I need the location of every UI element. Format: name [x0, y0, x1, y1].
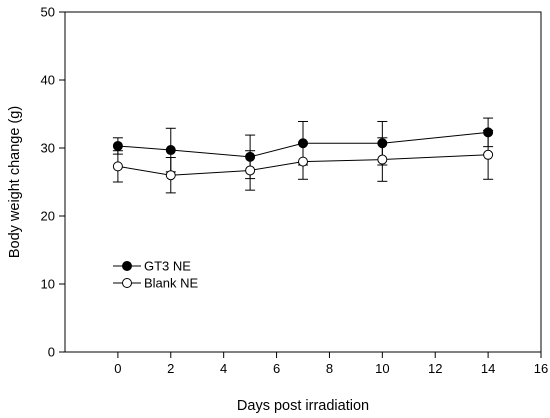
data-point — [298, 138, 308, 149]
plot-frame — [64, 11, 542, 353]
y-axis-title: Body weight change (g) — [7, 106, 23, 258]
data-point — [245, 165, 256, 176]
legend-label: GT3 NE — [144, 259, 191, 274]
data-point — [112, 161, 123, 172]
legend-label: Blank NE — [144, 276, 199, 291]
series-1-markers — [112, 149, 494, 181]
y-tick-label: 30 — [41, 141, 55, 156]
x-tick-label: 12 — [428, 361, 442, 376]
data-point — [483, 127, 494, 138]
data-point — [377, 154, 388, 165]
x-axis-title: Days post irradiation — [237, 398, 369, 414]
legend-marker — [122, 261, 132, 271]
x-tick-label: 6 — [273, 361, 280, 376]
x-tick-label: 10 — [375, 361, 389, 376]
data-point — [245, 151, 256, 162]
x-tick-label: 14 — [481, 361, 495, 376]
data-point — [483, 149, 494, 160]
y-tick-label: 20 — [41, 209, 55, 224]
x-tick-label: 4 — [220, 361, 227, 376]
x-tick-label: 2 — [167, 361, 174, 376]
data-point — [298, 156, 308, 167]
series-layer — [112, 117, 494, 194]
y-tick-label: 0 — [48, 345, 55, 360]
x-tick-label: 8 — [326, 361, 333, 376]
x-tick-label: 0 — [114, 361, 121, 376]
legend-marker — [122, 278, 132, 288]
data-point — [165, 170, 176, 181]
series-line-1 — [117, 154, 489, 176]
y-axis-ticks: 0 10 20 30 40 50 — [41, 5, 65, 360]
y-tick-label: 40 — [41, 73, 55, 88]
x-tick-label: 16 — [534, 361, 548, 376]
data-point — [377, 138, 388, 149]
legend: GT3 NE Blank NE — [113, 259, 199, 291]
series-line-0 — [117, 131, 489, 158]
series-0-markers — [112, 127, 494, 162]
y-tick-label: 10 — [41, 277, 55, 292]
x-axis-ticks: 0 2 4 6 8 10 12 14 16 — [114, 352, 548, 376]
y-tick-label: 50 — [41, 5, 55, 20]
data-point — [165, 145, 176, 156]
data-point — [112, 140, 123, 151]
